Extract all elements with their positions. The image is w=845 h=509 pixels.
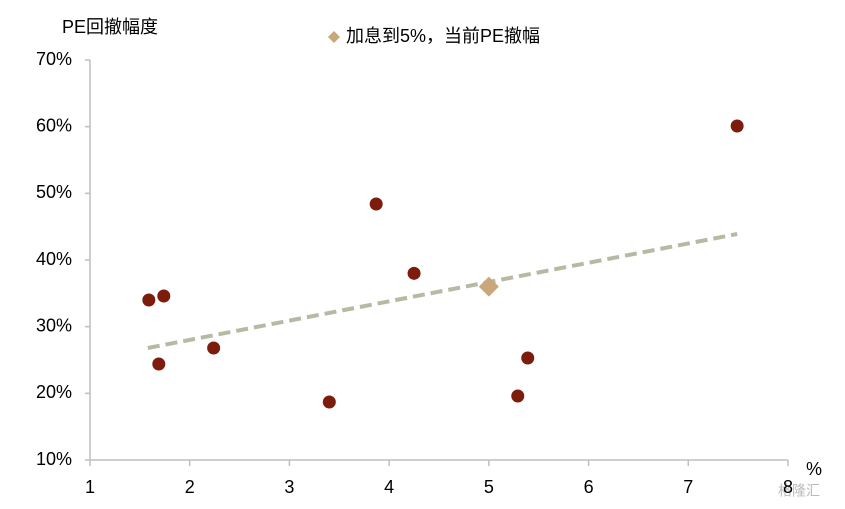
- y-tick-label: 60%: [36, 115, 72, 135]
- point: [521, 351, 535, 365]
- x-tick-label: 2: [185, 477, 195, 497]
- x-tick-label: 5: [484, 477, 494, 497]
- y-axis-title: PE回撤幅度: [62, 17, 158, 37]
- point: [478, 276, 499, 297]
- y-tick-label: 50%: [36, 182, 72, 202]
- x-tick-label: 6: [584, 477, 594, 497]
- point: [730, 119, 744, 133]
- legend-label: 加息到5%，当前PE撤幅: [346, 26, 540, 46]
- point: [157, 289, 171, 303]
- x-tick-label: 4: [384, 477, 394, 497]
- y-tick-label: 10%: [36, 449, 72, 469]
- point: [207, 341, 221, 355]
- point: [152, 357, 166, 371]
- trendline: [147, 232, 738, 350]
- watermark: 格隆汇: [778, 483, 820, 499]
- legend-marker: [328, 31, 340, 43]
- point: [322, 395, 336, 409]
- x-tick-label: 3: [284, 477, 294, 497]
- y-tick-label: 70%: [36, 49, 72, 69]
- y-tick-label: 40%: [36, 249, 72, 269]
- point: [369, 197, 383, 211]
- x-tick-label: 7: [683, 477, 693, 497]
- x-axis-unit: %: [806, 459, 822, 479]
- x-tick-label: 8: [783, 477, 793, 497]
- point: [407, 266, 421, 280]
- point: [511, 389, 525, 403]
- y-tick-label: 20%: [36, 382, 72, 402]
- point: [142, 293, 156, 307]
- y-tick-label: 30%: [36, 315, 72, 335]
- x-tick-label: 1: [85, 477, 95, 497]
